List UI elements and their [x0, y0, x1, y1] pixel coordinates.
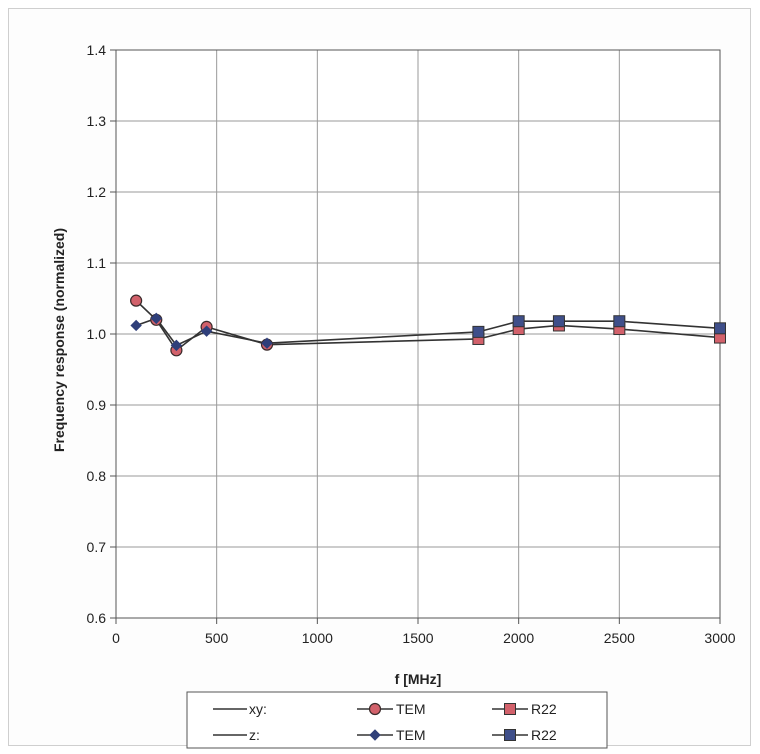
y-tick-label: 0.6 — [87, 610, 107, 626]
legend-entry-label: TEM — [396, 727, 426, 743]
series-2-point — [261, 337, 273, 349]
x-tick-label: 1000 — [302, 630, 333, 646]
series-2-point — [130, 319, 142, 332]
series-line-1 — [266, 324, 721, 346]
series-3-point — [552, 315, 565, 328]
y-tick-label: 1.0 — [87, 326, 107, 342]
series-3-point — [512, 315, 525, 328]
y-tick-label: 0.8 — [87, 468, 107, 484]
series-3-point — [472, 325, 485, 338]
series-line-3 — [266, 320, 721, 345]
plot-area: 0 500 1000 1500 2000 2500 3000 0.6 0.7 0.8 0.9 1.0 1… — [87, 42, 736, 646]
legend-entry-marker — [504, 729, 516, 741]
y-tick-label: 0.9 — [87, 397, 107, 413]
series-2-point — [200, 325, 213, 337]
y-tick-label: 0.7 — [87, 539, 107, 555]
legend-entry-label: R22 — [531, 701, 557, 717]
legend-box — [186, 691, 608, 749]
x-tick-label: 2500 — [604, 630, 635, 646]
x-axis-title: f [MHz] — [395, 671, 442, 687]
legend-group-label: z: — [249, 727, 260, 743]
x-tick-label: 3000 — [704, 630, 735, 646]
legend-entry-label: R22 — [531, 727, 557, 743]
series-2-point — [150, 312, 162, 325]
y-tick-label: 1.3 — [87, 113, 107, 129]
y-tick-label: 1.4 — [87, 42, 107, 58]
y-tick-label: 1.1 — [87, 255, 107, 271]
y-axis-title: Frequency response (normalized) — [51, 228, 67, 452]
x-tick-label: 500 — [205, 630, 229, 646]
x-tick-label: 0 — [112, 630, 120, 646]
series-0-point — [130, 294, 143, 307]
legend-entry-label: TEM — [396, 701, 426, 717]
x-tick-label: 1500 — [402, 630, 433, 646]
series-3-point — [613, 315, 626, 328]
series-2-point — [170, 339, 183, 352]
series-3-point — [714, 322, 726, 335]
legend-entry-marker — [504, 703, 516, 715]
legend-entry-marker — [368, 702, 382, 716]
legend: xy: TEM R22 z: TEM R22 — [186, 691, 608, 749]
y-tick-label: 1.2 — [87, 184, 107, 200]
x-tick-label: 2000 — [503, 630, 534, 646]
legend-group-label: xy: — [249, 701, 267, 717]
legend-entry-marker — [369, 729, 381, 741]
